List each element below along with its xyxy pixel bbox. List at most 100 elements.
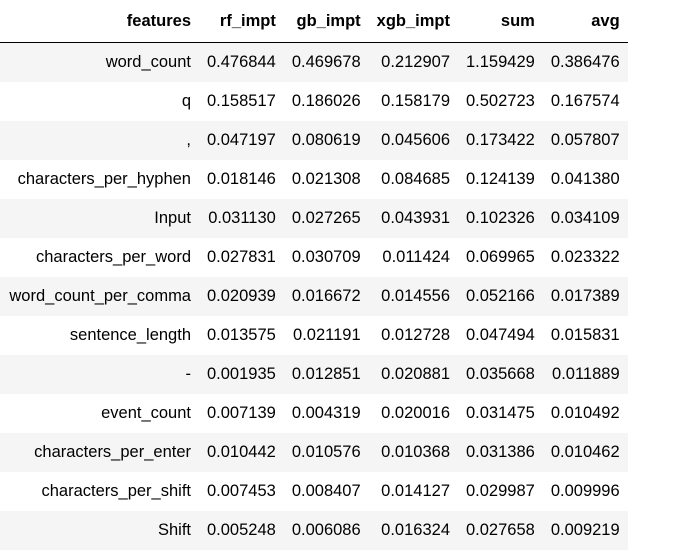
xgb-impt-cell: 0.020881 bbox=[368, 355, 458, 394]
xgb-impt-cell: 0.014556 bbox=[368, 277, 458, 316]
table-row: q 0.158517 0.186026 0.158179 0.502723 0.16757… bbox=[0, 82, 628, 121]
feature-name-cell: characters_per_shift bbox=[0, 472, 199, 511]
rf-impt-cell: 0.031130 bbox=[199, 199, 284, 238]
feature-name-cell: - bbox=[0, 355, 199, 394]
column-header-features: features bbox=[0, 0, 199, 43]
gb-impt-cell: 0.012851 bbox=[283, 355, 369, 394]
table-header: features rf_impt gb_impt xgb_impt sum av… bbox=[0, 0, 628, 43]
avg-cell: 0.017389 bbox=[542, 277, 628, 316]
rf-impt-cell: 0.007139 bbox=[199, 394, 284, 433]
xgb-impt-cell: 0.016324 bbox=[368, 511, 458, 550]
rf-impt-cell: 0.007453 bbox=[199, 472, 284, 511]
xgb-impt-cell: 0.010368 bbox=[368, 433, 458, 472]
column-header-avg: avg bbox=[542, 0, 628, 43]
table-row: characters_per_shift 0.007453 0.008407 0.01… bbox=[0, 472, 628, 511]
feature-name-cell: characters_per_hyphen bbox=[0, 160, 199, 199]
avg-cell: 0.167574 bbox=[542, 82, 628, 121]
table-row: , 0.047197 0.080619 0.045606 0.173422 0.05780… bbox=[0, 121, 628, 160]
sum-cell: 0.027658 bbox=[458, 511, 543, 550]
gb-impt-cell: 0.010576 bbox=[283, 433, 369, 472]
xgb-impt-cell: 0.020016 bbox=[368, 394, 458, 433]
table-row: characters_per_hyphen 0.018146 0.021308 0.0… bbox=[0, 160, 628, 199]
column-header-gb-impt: gb_impt bbox=[283, 0, 369, 43]
gb-impt-cell: 0.004319 bbox=[283, 394, 369, 433]
avg-cell: 0.057807 bbox=[542, 121, 628, 160]
xgb-impt-cell: 0.045606 bbox=[368, 121, 458, 160]
sum-cell: 0.047494 bbox=[458, 316, 543, 355]
rf-impt-cell: 0.047197 bbox=[199, 121, 284, 160]
table-body: word_count 0.476844 0.469678 0.212907 1.1594… bbox=[0, 42, 628, 550]
xgb-impt-cell: 0.012728 bbox=[368, 316, 458, 355]
avg-cell: 0.011889 bbox=[542, 355, 628, 394]
xgb-impt-cell: 0.158179 bbox=[368, 82, 458, 121]
gb-impt-cell: 0.030709 bbox=[283, 238, 369, 277]
table-row: Input 0.031130 0.027265 0.043931 0.102326 0.0… bbox=[0, 199, 628, 238]
xgb-impt-cell: 0.011424 bbox=[368, 238, 458, 277]
avg-cell: 0.386476 bbox=[542, 42, 628, 82]
table-row: characters_per_word 0.027831 0.030709 0.011… bbox=[0, 238, 628, 277]
gb-impt-cell: 0.080619 bbox=[283, 121, 369, 160]
gb-impt-cell: 0.021191 bbox=[283, 316, 369, 355]
table-row: characters_per_enter 0.010442 0.010576 0.01… bbox=[0, 433, 628, 472]
rf-impt-cell: 0.010442 bbox=[199, 433, 284, 472]
sum-cell: 0.052166 bbox=[458, 277, 543, 316]
feature-name-cell: , bbox=[0, 121, 199, 160]
table-row: Shift 0.005248 0.006086 0.016324 0.027658 0.0… bbox=[0, 511, 628, 550]
sum-cell: 0.031386 bbox=[458, 433, 543, 472]
xgb-impt-cell: 0.084685 bbox=[368, 160, 458, 199]
header-row: features rf_impt gb_impt xgb_impt sum av… bbox=[0, 0, 628, 43]
table-row: word_count_per_comma 0.020939 0.016672 0.01… bbox=[0, 277, 628, 316]
sum-cell: 0.102326 bbox=[458, 199, 543, 238]
xgb-impt-cell: 0.212907 bbox=[368, 42, 458, 82]
feature-name-cell: word_count bbox=[0, 42, 199, 82]
sum-cell: 0.124139 bbox=[458, 160, 543, 199]
rf-impt-cell: 0.018146 bbox=[199, 160, 284, 199]
avg-cell: 0.010492 bbox=[542, 394, 628, 433]
xgb-impt-cell: 0.043931 bbox=[368, 199, 458, 238]
avg-cell: 0.010462 bbox=[542, 433, 628, 472]
table-row: sentence_length 0.013575 0.021191 0.012728 0… bbox=[0, 316, 628, 355]
xgb-impt-cell: 0.014127 bbox=[368, 472, 458, 511]
sum-cell: 0.502723 bbox=[458, 82, 543, 121]
rf-impt-cell: 0.476844 bbox=[199, 42, 284, 82]
avg-cell: 0.009219 bbox=[542, 511, 628, 550]
gb-impt-cell: 0.027265 bbox=[283, 199, 369, 238]
feature-name-cell: sentence_length bbox=[0, 316, 199, 355]
feature-name-cell: characters_per_word bbox=[0, 238, 199, 277]
table-row: event_count 0.007139 0.004319 0.020016 0.031… bbox=[0, 394, 628, 433]
column-header-sum: sum bbox=[458, 0, 543, 43]
table-row: -0.001935 0.012851 0.020881 0.035668 0.01188… bbox=[0, 355, 628, 394]
table-row: word_count 0.476844 0.469678 0.212907 1.1594… bbox=[0, 42, 628, 82]
avg-cell: 0.015831 bbox=[542, 316, 628, 355]
rf-impt-cell: 0.013575 bbox=[199, 316, 284, 355]
column-header-xgb-impt: xgb_impt bbox=[368, 0, 458, 43]
gb-impt-cell: 0.016672 bbox=[283, 277, 369, 316]
sum-cell: 1.159429 bbox=[458, 42, 543, 82]
sum-cell: 0.069965 bbox=[458, 238, 543, 277]
feature-name-cell: characters_per_enter bbox=[0, 433, 199, 472]
rf-impt-cell: 0.020939 bbox=[199, 277, 284, 316]
gb-impt-cell: 0.006086 bbox=[283, 511, 369, 550]
rf-impt-cell: 0.001935 bbox=[199, 355, 284, 394]
feature-name-cell: event_count bbox=[0, 394, 199, 433]
column-header-rf-impt: rf_impt bbox=[199, 0, 284, 43]
avg-cell: 0.041380 bbox=[542, 160, 628, 199]
feature-name-cell: word_count_per_comma bbox=[0, 277, 199, 316]
rf-impt-cell: 0.158517 bbox=[199, 82, 284, 121]
gb-impt-cell: 0.469678 bbox=[283, 42, 369, 82]
avg-cell: 0.009996 bbox=[542, 472, 628, 511]
sum-cell: 0.173422 bbox=[458, 121, 543, 160]
feature-importance-table: features rf_impt gb_impt xgb_impt sum av… bbox=[0, 0, 628, 550]
sum-cell: 0.031475 bbox=[458, 394, 543, 433]
feature-name-cell: Shift bbox=[0, 511, 199, 550]
rf-impt-cell: 0.027831 bbox=[199, 238, 284, 277]
sum-cell: 0.029987 bbox=[458, 472, 543, 511]
rf-impt-cell: 0.005248 bbox=[199, 511, 284, 550]
avg-cell: 0.034109 bbox=[542, 199, 628, 238]
gb-impt-cell: 0.186026 bbox=[283, 82, 369, 121]
sum-cell: 0.035668 bbox=[458, 355, 543, 394]
feature-name-cell: Input bbox=[0, 199, 199, 238]
avg-cell: 0.023322 bbox=[542, 238, 628, 277]
feature-name-cell: q bbox=[0, 82, 199, 121]
gb-impt-cell: 0.021308 bbox=[283, 160, 369, 199]
